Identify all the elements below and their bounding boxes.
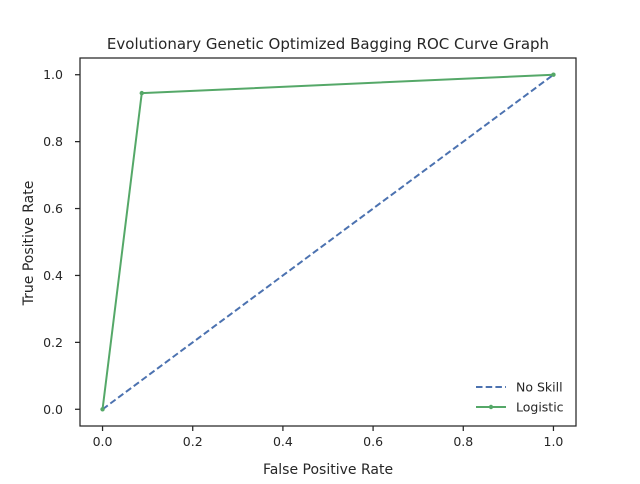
series-point-logistic [139, 90, 144, 96]
x-tick-label: 0.2 [183, 434, 203, 449]
x-tick-label: 1.0 [544, 434, 564, 449]
y-tick-label: 0.8 [43, 134, 63, 149]
series-line-no-skill [101, 73, 555, 411]
y-tick-label: 1.0 [43, 67, 63, 82]
x-axis-ticks: 0.0 0.2 0.4 0.6 0.8 1.0 [93, 426, 564, 449]
y-axis-ticks: 0.0 0.2 0.4 0.6 0.8 1.0 [43, 67, 80, 417]
series-point-logistic [100, 407, 105, 412]
legend-marker-logistic [488, 404, 494, 410]
y-tick-label: 0.4 [43, 268, 63, 283]
y-tick-label: 0.6 [43, 201, 63, 216]
legend-label-no-skill: No Skill [516, 380, 563, 395]
legend: No Skill Logistic [476, 380, 564, 415]
y-tick-label: 0.2 [43, 335, 63, 350]
chart-title: Evolutionary Genetic Optimized Bagging R… [107, 35, 549, 53]
axes-frame [79, 57, 577, 427]
y-tick-label: 0.0 [43, 402, 63, 417]
x-tick-label: 0.4 [273, 434, 293, 449]
x-tick-label: 0.0 [93, 434, 113, 449]
series-layer [100, 72, 556, 412]
series-point-logistic [551, 72, 556, 77]
x-axis-label: False Positive Rate [263, 462, 393, 478]
x-tick-label: 0.6 [363, 434, 383, 449]
y-axis-label: True Positive Rate [21, 181, 37, 307]
legend-label-logistic: Logistic [516, 400, 564, 415]
x-tick-label: 0.8 [453, 434, 473, 449]
